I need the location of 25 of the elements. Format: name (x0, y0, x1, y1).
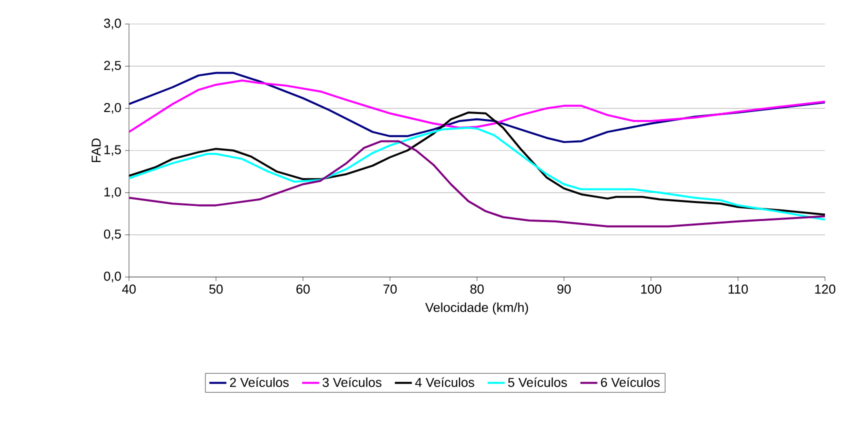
y-tick-label: 1,0 (104, 187, 121, 198)
legend-label: 6 Veículos (601, 377, 660, 387)
x-tick-label: 50 (209, 284, 223, 294)
legend-label: 5 Veículos (508, 377, 567, 387)
legend-label: 3 Veículos (322, 377, 382, 387)
legend-label: 4 Veículos (415, 377, 474, 387)
y-tick-label: 2,5 (104, 60, 121, 72)
y-tick-label: 1,5 (104, 145, 121, 156)
y-tick-label: 2,0 (104, 102, 121, 114)
line-series (129, 80, 826, 133)
y-tick-label: 3,0 (104, 18, 121, 30)
x-tick-label: 110 (728, 284, 748, 294)
legend-label: 2 Veículos (230, 377, 289, 387)
y-tick-label: 0,5 (104, 229, 121, 240)
x-axis-title: Velocidade (km/h) (425, 302, 528, 315)
x-tick-label: 70 (383, 284, 397, 294)
y-tick-label: 0,0 (104, 272, 121, 282)
x-tick-label: 40 (122, 284, 136, 294)
x-tick-label: 100 (641, 284, 662, 294)
x-tick-label: 90 (557, 284, 571, 294)
y-axis-title: FAD (92, 138, 101, 162)
x-tick-label: 60 (296, 284, 310, 294)
x-tick-label: 80 (470, 284, 484, 294)
line-series (129, 72, 826, 144)
x-tick-label: 120 (815, 284, 836, 294)
